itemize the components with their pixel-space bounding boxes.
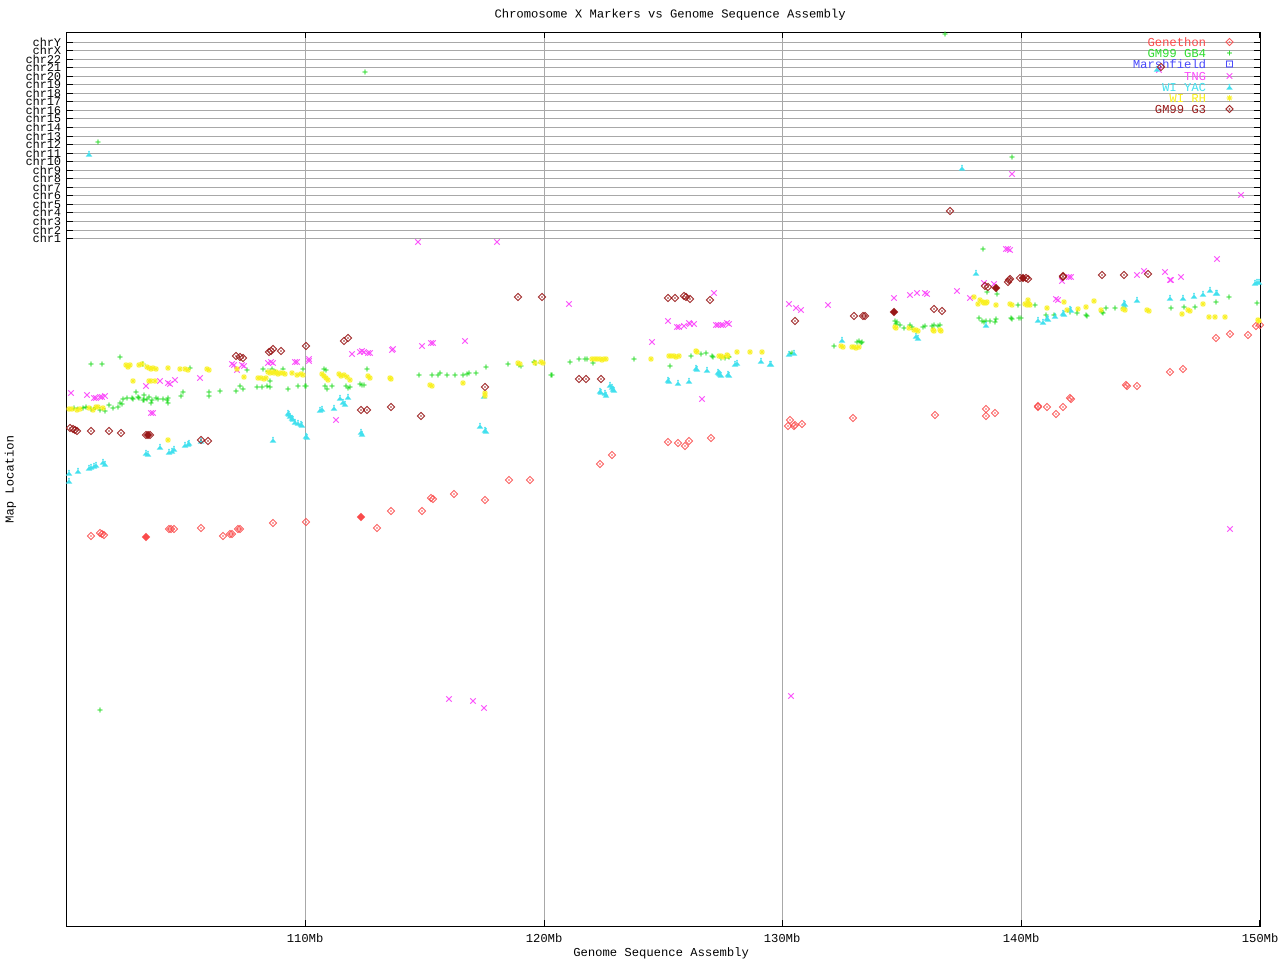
svg-text:Marshfield: Marshfield xyxy=(1133,58,1206,72)
svg-text:chrX: chrX xyxy=(33,44,61,58)
svg-text:WI RH: WI RH xyxy=(1169,92,1206,106)
svg-text:chr7: chr7 xyxy=(33,181,61,195)
svg-text:chr8: chr8 xyxy=(33,172,61,186)
svg-text:chr14: chr14 xyxy=(26,121,61,135)
svg-text:Chromosome X Markers vs Genome: Chromosome X Markers vs Genome Sequence … xyxy=(494,8,845,22)
svg-text:chr4: chr4 xyxy=(33,206,61,220)
svg-text:110Mb: 110Mb xyxy=(287,932,324,946)
svg-text:chr10: chr10 xyxy=(26,155,61,169)
svg-text:Map Location: Map Location xyxy=(4,435,18,523)
svg-text:chr19: chr19 xyxy=(26,78,61,92)
svg-text:chrY: chrY xyxy=(33,36,61,50)
svg-text:chr2: chr2 xyxy=(33,224,61,238)
svg-text:150Mb: 150Mb xyxy=(1242,932,1279,946)
svg-text:chr12: chr12 xyxy=(26,138,61,152)
svg-text:chr18: chr18 xyxy=(26,87,61,101)
svg-text:Genethon: Genethon xyxy=(1147,36,1206,50)
svg-text:120Mb: 120Mb xyxy=(526,932,563,946)
svg-text:130Mb: 130Mb xyxy=(764,932,801,946)
svg-text:chr1: chr1 xyxy=(33,232,61,246)
svg-text:chr9: chr9 xyxy=(33,164,61,178)
svg-text:chr20: chr20 xyxy=(26,70,61,84)
svg-text:chr17: chr17 xyxy=(26,95,61,109)
svg-text:chr5: chr5 xyxy=(33,198,61,212)
svg-text:chr11: chr11 xyxy=(26,147,61,161)
svg-text:chr16: chr16 xyxy=(26,104,61,118)
svg-text:GM99 G3: GM99 G3 xyxy=(1155,103,1206,117)
svg-text:chr6: chr6 xyxy=(33,189,61,203)
svg-text:chr3: chr3 xyxy=(33,215,61,229)
svg-text:Genome Sequence Assembly: Genome Sequence Assembly xyxy=(573,946,749,960)
svg-text:WI YAC: WI YAC xyxy=(1162,81,1206,95)
svg-text:chr21: chr21 xyxy=(26,61,61,75)
svg-text:140Mb: 140Mb xyxy=(1003,932,1040,946)
svg-text:chr13: chr13 xyxy=(26,130,61,144)
svg-text:TNG: TNG xyxy=(1184,70,1206,84)
svg-text:GM99 GB4: GM99 GB4 xyxy=(1147,47,1206,61)
svg-text:chr22: chr22 xyxy=(26,53,61,67)
svg-text:chr15: chr15 xyxy=(26,112,61,126)
